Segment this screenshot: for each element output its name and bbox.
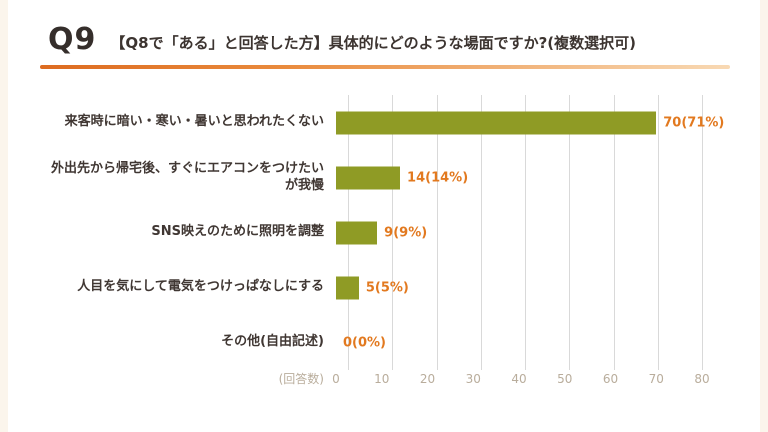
bar-track: 0(0%) xyxy=(336,315,702,370)
bar xyxy=(336,221,378,244)
bar-row: 外出先から帰宅後、すぐにエアコンをつけたいが我慢 14(14%) xyxy=(44,150,702,205)
category-label: 人目を気にして電気をつけっぱなしにする xyxy=(77,279,324,295)
x-tick-label: 10 xyxy=(374,372,390,386)
bar-row: SNS映えのために照明を調整 9(9%) xyxy=(44,205,702,260)
bar-track: 14(14%) xyxy=(336,150,702,205)
page-title: 【Q8で「ある」と回答した方】具体的にどのような場面ですか?(複数選択可) xyxy=(110,34,636,52)
question-number: Q9 xyxy=(48,22,97,57)
category-label: その他(自由記述) xyxy=(221,334,324,350)
x-tick-label: 50 xyxy=(557,372,573,386)
bar-row: 人目を気にして電気をつけっぱなしにする 5(5%) xyxy=(44,260,702,315)
value-label: 0(0%) xyxy=(343,335,386,350)
value-label: 9(9%) xyxy=(384,225,428,240)
bar xyxy=(336,166,401,189)
x-tick-label: 60 xyxy=(602,372,619,386)
category-label: 来客時に暗い・寒い・暑いと思われたくない xyxy=(64,114,324,130)
bar-row: 来客時に暗い・寒い・暑いと思われたくない 70(71%) xyxy=(44,95,724,150)
value-label: 70(71%) xyxy=(663,115,725,130)
bar-track: 9(9%) xyxy=(336,205,702,260)
value-label: 5(5%) xyxy=(365,280,409,295)
x-tick-label: 40 xyxy=(511,372,527,386)
category-label: 外出先から帰宅後、すぐにエアコンをつけたいが我慢 xyxy=(50,161,324,193)
bar-row: その他(自由記述) 0(0%) xyxy=(44,315,702,370)
category-label: SNS映えのために照明を調整 xyxy=(151,224,324,240)
x-tick-label: 0 xyxy=(332,372,340,386)
x-axis-label: (回答数) xyxy=(278,372,324,386)
bar-chart: 来客時に暗い・寒い・暑いと思われたくない 70(71%) 外出先から帰宅後、すぐにエ… xyxy=(44,95,724,396)
value-label: 14(14%) xyxy=(407,170,469,185)
bar-rows: 来客時に暗い・寒い・暑いと思われたくない 70(71%) 外出先から帰宅後、すぐにエ… xyxy=(44,95,724,370)
x-tick-label: 20 xyxy=(419,372,436,386)
chart-header: Q9 【Q8で「ある」と回答した方】具体的にどのような場面ですか?(複数選択可) xyxy=(8,0,760,57)
bar xyxy=(336,111,657,134)
x-tick-label: 80 xyxy=(694,372,710,386)
x-tick-label: 30 xyxy=(465,372,481,386)
x-axis-ticks: 0 10 20 30 40 50 60 70 80 xyxy=(332,370,709,396)
chart-card: Q9 【Q8で「ある」と回答した方】具体的にどのような場面ですか?(複数選択可)… xyxy=(8,0,760,432)
x-axis: (回答数) 0 10 20 30 40 50 60 70 80 xyxy=(44,370,710,396)
x-tick-label: 70 xyxy=(648,372,664,386)
bar-track: 5(5%) xyxy=(336,260,702,315)
bar-track: 70(71%) xyxy=(336,95,724,150)
bar xyxy=(336,276,359,299)
gridline xyxy=(702,95,703,370)
title-underline-divider xyxy=(40,65,730,69)
